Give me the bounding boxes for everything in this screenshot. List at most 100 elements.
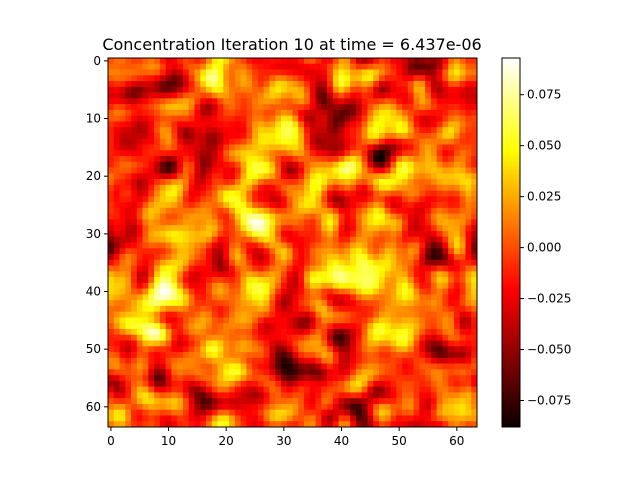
heatmap-cell [304, 300, 311, 307]
heatmap-cell [194, 230, 201, 238]
heatmap-cell [442, 369, 449, 376]
heatmap-cell [131, 375, 138, 382]
heatmap-cell [269, 173, 276, 180]
heatmap-cell [206, 288, 213, 295]
heatmap-cell [263, 179, 270, 186]
heatmap-cell [142, 207, 149, 214]
heatmap-cell [177, 161, 184, 168]
heatmap-cell [402, 380, 409, 387]
heatmap-cell [384, 127, 391, 134]
heatmap-cell [171, 98, 178, 105]
heatmap-cell [240, 63, 247, 70]
heatmap-cell [159, 58, 166, 65]
heatmap-cell [171, 121, 178, 128]
heatmap-cell [131, 144, 138, 151]
heatmap-cell [182, 115, 190, 122]
heatmap-cell [171, 403, 178, 411]
heatmap-cell [165, 282, 172, 289]
heatmap-cell [436, 271, 443, 278]
heatmap-cell [390, 98, 397, 105]
heatmap-cell [402, 213, 409, 220]
heatmap-cell [378, 81, 386, 88]
heatmap-cell [165, 346, 172, 353]
heatmap-cell [275, 288, 282, 295]
heatmap-cell [257, 340, 264, 347]
heatmap-cell [361, 167, 368, 174]
heatmap-cell [252, 98, 259, 105]
heatmap-cell [442, 398, 449, 405]
heatmap-cell [148, 375, 155, 382]
heatmap-cell [292, 161, 299, 168]
heatmap-cell [113, 363, 120, 370]
heatmap-cell [436, 63, 443, 70]
heatmap-cell [252, 225, 259, 232]
heatmap-cell [304, 380, 311, 387]
heatmap-cell [436, 109, 443, 116]
heatmap-cell [344, 265, 351, 272]
heatmap-cell [425, 219, 432, 226]
heatmap-cell [378, 294, 386, 301]
heatmap-cell [338, 328, 345, 336]
heatmap-cell [131, 398, 138, 405]
heatmap-cell [430, 346, 437, 353]
heatmap-cell [194, 248, 201, 255]
heatmap-cell [350, 115, 357, 122]
heatmap-cell [430, 340, 437, 347]
heatmap-cell [159, 398, 166, 405]
heatmap-cell [240, 75, 247, 82]
heatmap-cell [217, 398, 224, 405]
heatmap-cell [252, 248, 259, 255]
heatmap-cell [165, 144, 172, 151]
heatmap-cell [471, 69, 478, 76]
heatmap-cell [148, 346, 155, 353]
heatmap-cell [269, 282, 276, 289]
heatmap-cell [286, 69, 293, 76]
heatmap-cell [407, 363, 414, 370]
heatmap-cell [396, 156, 403, 163]
heatmap-cell [471, 311, 478, 318]
heatmap-cell [113, 202, 120, 209]
heatmap-cell [119, 277, 126, 284]
heatmap-cell [292, 190, 299, 197]
heatmap-cell [367, 196, 374, 203]
heatmap-cell [453, 398, 461, 405]
heatmap-cell [413, 242, 420, 249]
heatmap-cell [344, 132, 351, 140]
heatmap-cell [355, 173, 362, 180]
heatmap-cell [465, 300, 472, 307]
heatmap-cell [373, 213, 380, 220]
heatmap-cell [165, 109, 172, 116]
heatmap-cell [378, 305, 386, 312]
heatmap-cell [280, 75, 288, 82]
heatmap-cell [257, 328, 264, 336]
heatmap-cell [402, 236, 409, 243]
heatmap-cell [148, 398, 155, 405]
heatmap-cell [367, 363, 374, 370]
heatmap-cell [396, 63, 403, 70]
heatmap-cell [413, 98, 420, 105]
heatmap-cell [142, 403, 149, 411]
heatmap-cell [344, 259, 351, 266]
heatmap-cell [188, 202, 195, 209]
heatmap-cell [154, 265, 161, 272]
heatmap-cell [182, 81, 190, 88]
heatmap-cell [252, 334, 259, 341]
heatmap-cell [327, 305, 334, 312]
heatmap-cell [373, 259, 380, 266]
heatmap-cell [338, 109, 345, 116]
heatmap-cell [396, 75, 403, 82]
heatmap-cell [263, 161, 270, 168]
heatmap-cell [136, 98, 143, 105]
heatmap-cell [350, 375, 357, 382]
heatmap-cell [108, 282, 115, 289]
heatmap-cell [148, 127, 155, 134]
heatmap-cell [442, 207, 449, 214]
heatmap-cell [327, 63, 334, 70]
heatmap-cell [355, 196, 362, 203]
heatmap-cell [413, 375, 420, 382]
heatmap-cell [373, 317, 380, 324]
heatmap-cell [206, 346, 213, 353]
heatmap-cell [471, 386, 478, 393]
heatmap-cell [292, 63, 299, 70]
heatmap-cell [361, 386, 368, 393]
